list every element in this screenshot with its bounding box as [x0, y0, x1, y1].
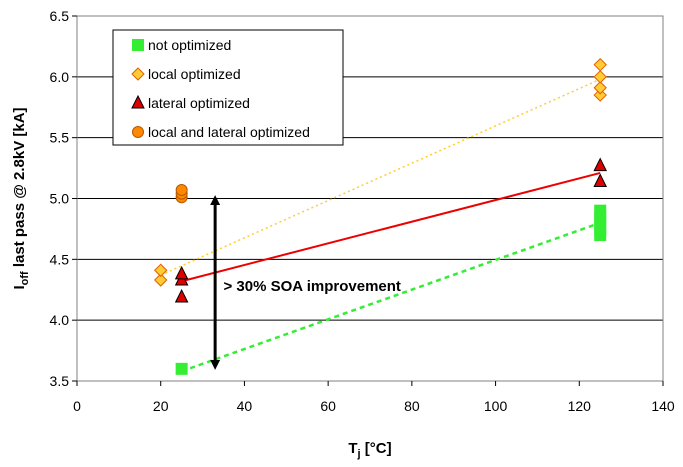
y-tick-labels: 3.5 4.0 4.5 5.0 5.5 6.0 6.5: [50, 8, 77, 389]
y-tick-label: 6.0: [50, 69, 70, 85]
trendline: [181, 221, 601, 373]
annotation-text: > 30% SOA improvement: [224, 278, 401, 295]
trendlines: [160, 78, 601, 373]
point-square: [175, 362, 188, 375]
point-triangle: [131, 94, 145, 109]
point-diamond: [131, 67, 145, 81]
legend-label: local and lateral optimized: [148, 124, 310, 140]
x-tick-label: 80: [404, 398, 420, 414]
x-tick-label: 100: [484, 398, 508, 414]
point-diamond: [593, 70, 607, 84]
legend-label: local optimized: [148, 66, 241, 82]
y-axis-label-sub: off: [19, 271, 31, 285]
x-axis-label-main: T: [348, 440, 357, 457]
y-axis-label-prefix: I: [11, 285, 28, 289]
x-tick-label: 20: [153, 398, 169, 414]
y-axis-label: Ioff last pass @ 2.8kV [kA]: [11, 107, 31, 289]
point-triangle: [593, 157, 608, 172]
point-square: [594, 204, 607, 217]
x-axis-label-sub: j: [357, 448, 361, 460]
y-axis-label-rest: last pass @ 2.8kV [kA]: [11, 107, 28, 271]
x-tick-label: 60: [320, 398, 336, 414]
x-tick-label: 140: [651, 398, 675, 414]
point-triangle: [593, 173, 608, 187]
y-tick-label: 4.0: [50, 312, 70, 328]
legend-box: [112, 29, 344, 146]
trendline: [160, 78, 601, 276]
y-tick-label: 4.5: [50, 251, 70, 267]
point-square: [132, 39, 144, 51]
point-triangle: [174, 265, 189, 280]
x-tick-label: 0: [73, 398, 81, 414]
data-points: [154, 57, 608, 375]
x-axis-label: Tj [°C]: [348, 440, 391, 460]
y-tick-label: 3.5: [50, 373, 70, 389]
point-circle: [132, 126, 144, 138]
trendline: [181, 171, 601, 283]
x-tick-label: 40: [237, 398, 253, 414]
x-tick-label: 120: [568, 398, 592, 414]
point-diamond: [154, 273, 168, 287]
legend: not optimized local optimized lateral opti…: [112, 29, 344, 146]
legend-label: lateral optimized: [148, 95, 250, 111]
point-triangle: [174, 288, 189, 303]
point-diamond: [154, 263, 168, 277]
y-tick-label: 5.0: [50, 191, 70, 207]
point-diamond: [593, 57, 607, 72]
point-diamond: [593, 88, 607, 102]
y-tick-label: 6.5: [50, 8, 70, 24]
point-diamond: [593, 81, 607, 95]
x-axis-label-unit: [°C]: [361, 440, 392, 457]
y-tick-label: 5.5: [50, 130, 70, 146]
point-circle: [175, 183, 188, 196]
legend-label: not optimized: [148, 37, 231, 53]
x-tick-labels: 0 20 40 60 80 100 120 140: [73, 381, 675, 414]
